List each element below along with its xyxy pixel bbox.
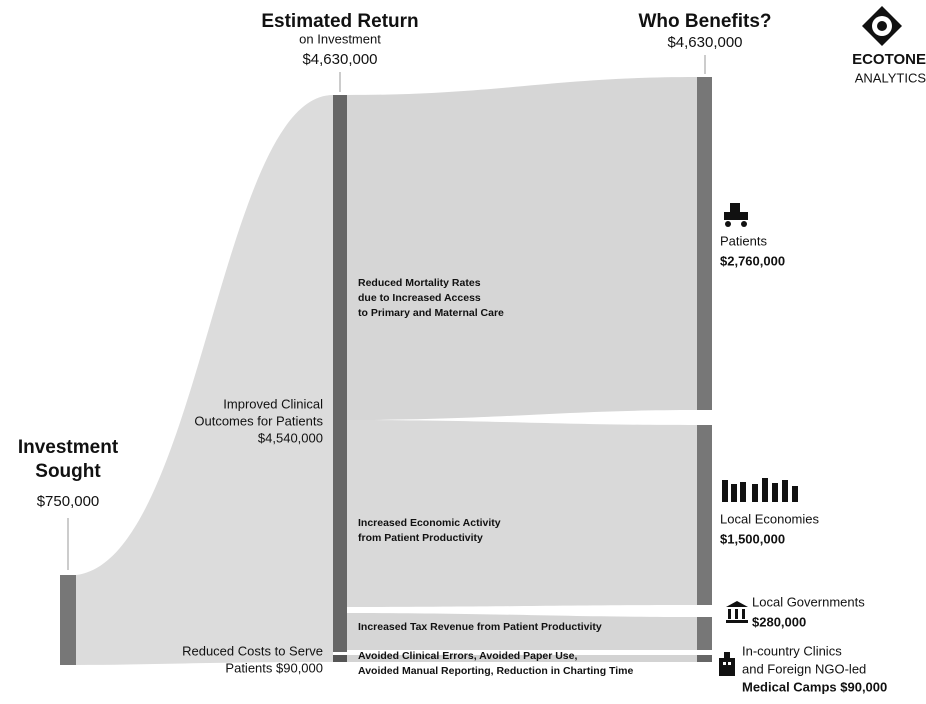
- flow-label: due to Increased Access: [358, 292, 481, 304]
- node-label: Sought: [35, 461, 101, 482]
- flow-investment: [76, 95, 333, 665]
- beneficiary-name: Local Governments: [752, 594, 865, 609]
- flow-label: Avoided Manual Reporting, Reduction in C…: [358, 665, 634, 677]
- icon-government: [726, 601, 748, 623]
- icon-clinic: [719, 652, 735, 676]
- logo-tagline: ANALYTICS: [855, 70, 926, 85]
- logo-icon: [862, 6, 902, 46]
- node-label: $4,540,000: [258, 430, 323, 445]
- beneficiary-value: $2,760,000: [720, 253, 785, 268]
- beneficiary-name: In-country Clinics: [742, 643, 842, 658]
- node-label: Improved Clinical: [223, 396, 323, 411]
- flow-label: Avoided Clinical Errors, Avoided Paper U…: [358, 650, 577, 662]
- beneficiary-value: $280,000: [752, 614, 806, 629]
- header-title: Estimated Return: [261, 11, 418, 32]
- beneficiary-name: Patients: [720, 233, 767, 248]
- flow-label: Increased Economic Activity: [358, 517, 501, 529]
- beneficiary-name: and Foreign NGO-led: [742, 661, 866, 676]
- node-clinics: [697, 655, 712, 662]
- flow-tax: [347, 613, 697, 650]
- node-investment: [60, 575, 76, 665]
- beneficiary-name: Local Economies: [720, 511, 819, 526]
- logo-name: ECOTONE: [852, 51, 926, 68]
- flow-economic: [347, 420, 697, 607]
- beneficiary-value: Medical Camps $90,000: [742, 679, 887, 694]
- header-subtitle: on Investment: [299, 31, 381, 46]
- icon-patients: [724, 203, 748, 227]
- node-label: Patients $90,000: [225, 660, 323, 675]
- flow-mortality: [347, 77, 697, 420]
- header-title: Who Benefits?: [639, 11, 772, 32]
- node-patients: [697, 77, 712, 410]
- node-costs: [333, 655, 347, 662]
- header-value: $4,630,000: [302, 51, 377, 68]
- flow-label: Increased Tax Revenue from Patient Produ…: [358, 621, 602, 633]
- node-label: Outcomes for Patients: [194, 413, 323, 428]
- node-value: $750,000: [37, 493, 100, 510]
- flow-label: to Primary and Maternal Care: [358, 307, 504, 319]
- icon-economies: [722, 478, 798, 502]
- flow-label: Reduced Mortality Rates: [358, 277, 481, 289]
- node-economies: [697, 425, 712, 605]
- header-value: $4,630,000: [667, 34, 742, 51]
- node-label: Reduced Costs to Serve: [182, 643, 323, 658]
- beneficiary-value: $1,500,000: [720, 531, 785, 546]
- node-label: Investment: [18, 437, 119, 458]
- flow-costs: [347, 655, 697, 662]
- node-clinical: [333, 95, 347, 652]
- flow-label: from Patient Productivity: [358, 532, 483, 544]
- node-governments: [697, 617, 712, 650]
